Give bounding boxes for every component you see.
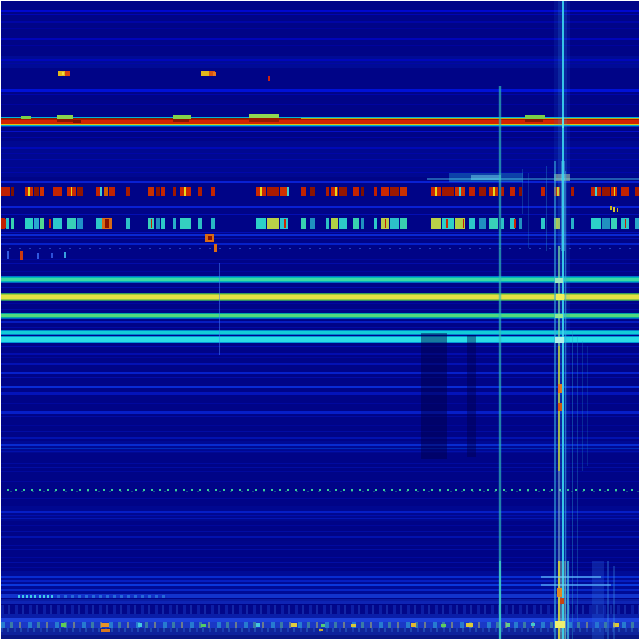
heatmap-plot bbox=[1, 1, 639, 639]
heatmap-frame bbox=[0, 0, 640, 640]
spectrogram-figure bbox=[0, 0, 640, 640]
